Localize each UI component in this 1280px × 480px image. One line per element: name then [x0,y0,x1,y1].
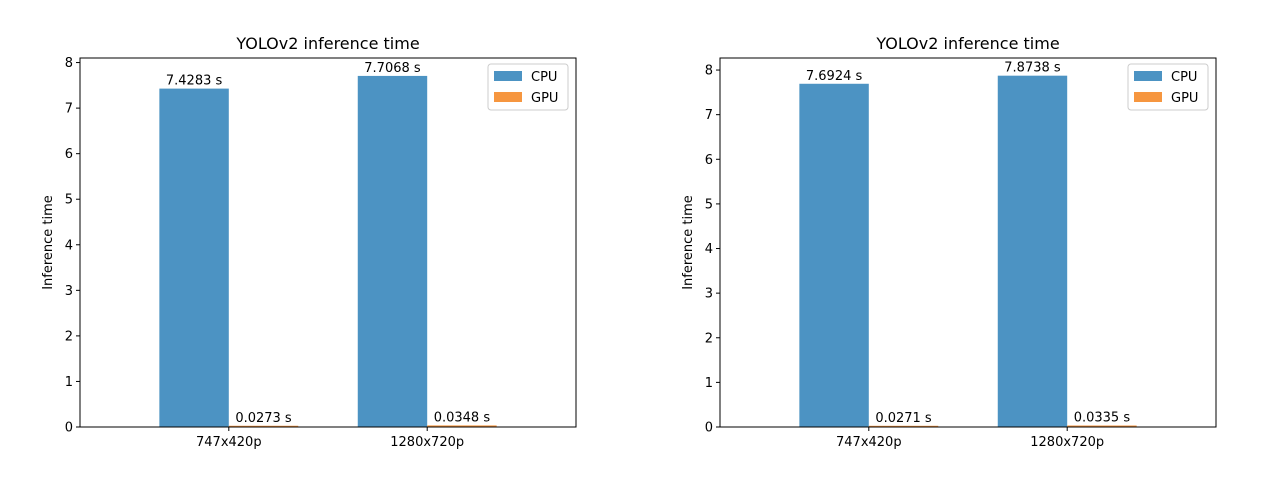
data-label: 7.8738 s [1004,61,1061,76]
data-label: 7.4283 s [166,74,223,89]
bar-gpu-1 [868,425,939,427]
y-tick-label: 1 [705,376,713,391]
y-tick-label: 8 [705,64,713,79]
data-label: 7.6924 s [806,69,863,84]
legend-swatch-cpu [1134,71,1162,81]
data-label: 0.0335 s [1074,411,1131,426]
y-tick-label: 5 [705,197,713,212]
bar-gpu-2 [1067,425,1137,427]
bar-gpu-1 [228,425,299,427]
axes-frame [79,57,577,428]
y-tick-label: 7 [705,108,713,123]
y-tick-label: 2 [65,329,73,344]
y-axis-label: Inference time [41,195,56,290]
chart-panel-2: 7.6924 s 7.8738 s 0.0271 s 0.0335 s 0 1 2 3 4 5 6 7… [681,34,1217,450]
data-label: 0.0273 s [235,411,292,426]
y-tick-label: 6 [705,153,713,168]
y-tick-label: 7 [65,102,73,117]
chart-title: YOLOv2 inference time [875,34,1059,53]
axes-frame [719,57,1217,428]
legend-swatch-gpu [1134,92,1162,102]
chart-title: YOLOv2 inference time [235,34,419,53]
legend: CPU GPU [1127,63,1209,111]
y-tick-label: 4 [705,242,713,257]
y-tick-label: 5 [65,193,73,208]
legend-label-gpu: GPU [1171,91,1198,106]
data-label: 0.0348 s [434,410,491,425]
y-tick-label: 6 [65,147,73,162]
legend-label-cpu: CPU [531,70,557,85]
y-tick-label: 0 [65,421,73,436]
x-tick-label: 747x420p [196,435,262,450]
bar-cpu-2 [357,75,428,427]
bar-cpu-1 [159,88,229,427]
bar-cpu-2 [997,75,1068,427]
legend-swatch-cpu [494,71,522,81]
data-label: 0.0271 s [875,411,932,426]
y-tick-label: 3 [65,284,73,299]
y-axis-label: Inference time [681,195,696,290]
data-label: 7.7068 s [364,61,421,76]
legend-swatch-gpu [494,92,522,102]
bar-gpu-2 [427,425,497,427]
x-tick-label: 1280x720p [390,435,464,450]
x-tick-label: 1280x720p [1030,435,1104,450]
y-tick-label: 2 [705,331,713,346]
legend: CPU GPU [487,63,569,111]
y-tick-label: 8 [65,56,73,71]
bar-cpu-1 [799,83,869,427]
y-tick-label: 1 [65,375,73,390]
legend-label-cpu: CPU [1171,70,1197,85]
y-tick-label: 3 [705,287,713,302]
y-tick-label: 0 [705,421,713,436]
legend-label-gpu: GPU [531,91,558,106]
y-tick-label: 4 [65,238,73,253]
x-tick-label: 747x420p [836,435,902,450]
chart-panel-1: 7.4283 s 7.7068 s 0.0273 s 0.0348 s 0 1 2 3 4 5 6 7… [41,34,577,450]
